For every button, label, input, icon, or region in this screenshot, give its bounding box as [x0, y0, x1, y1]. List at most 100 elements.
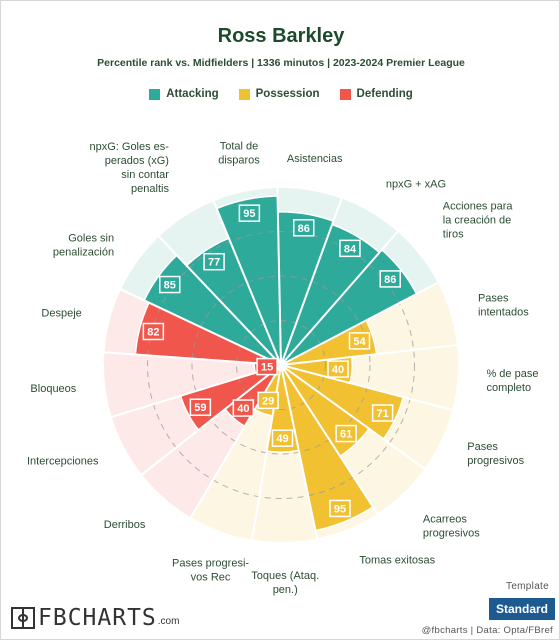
category-label: Despeje: [41, 308, 81, 320]
category-label: npxG: Goles es-perados (xG) sin contar pen…: [89, 141, 169, 195]
brand-suffix: .com: [157, 616, 180, 627]
value-label-box: [203, 252, 225, 271]
category-label-line: intentados: [478, 307, 529, 319]
value-label: 29: [262, 395, 274, 407]
category-label-line: vos Rec: [191, 572, 231, 584]
category-label: Intercepciones: [27, 456, 99, 468]
sector-divider: [276, 187, 282, 366]
category-label-line: Derribos: [104, 519, 146, 531]
category-label-line: pen.): [273, 584, 298, 596]
value-label: 84: [344, 243, 357, 255]
sector-divider: [189, 364, 282, 519]
category-label-line: Toques (Ataq.: [251, 570, 319, 582]
brand-logo: FBCHARTS .com: [11, 605, 180, 631]
value-label-box: [232, 399, 255, 417]
category-label: Acarreos progresivos: [423, 513, 480, 539]
category-label: Derribos: [104, 519, 146, 531]
value-label: 77: [208, 257, 220, 269]
category-label: Toques (Ataq. pen.): [251, 570, 319, 596]
value-label: 61: [340, 429, 352, 441]
sector-divider: [212, 199, 282, 366]
sector-divider: [280, 230, 399, 366]
category-label-line: sin contar: [121, 169, 169, 181]
value-label: 82: [147, 327, 159, 339]
legend-swatch-possession: [238, 88, 250, 100]
category-label-line: Acarreos: [423, 513, 468, 525]
value-label: 71: [376, 408, 388, 420]
category-label: Pases progresivos: [467, 441, 524, 467]
chart-subtitle: Percentile rank vs. Midfielders | 1336 m…: [97, 57, 465, 69]
category-label-line: Goles sin: [68, 232, 114, 244]
value-label-box: [329, 499, 351, 518]
sector-divider: [157, 235, 282, 366]
category-label-line: progresivos: [423, 527, 480, 539]
category-label-line: Asistencias: [287, 153, 343, 165]
category-label-line: Bloqueos: [30, 383, 76, 395]
category-label-line: Total de: [220, 140, 259, 152]
grid-ring: [147, 231, 415, 499]
legend-item-defending: Defending: [339, 88, 413, 100]
category-label: Pases progresi-vos Rec: [172, 558, 249, 584]
category-label: Bloqueos: [30, 383, 76, 395]
value-label: 95: [334, 503, 346, 515]
value-label: 95: [243, 208, 255, 220]
category-label: Goles sin penalización: [53, 232, 114, 258]
sector-divider: [103, 351, 282, 366]
value-label: 49: [276, 433, 288, 445]
category-label-line: % de pase: [486, 368, 538, 380]
category-label-line: penalización: [53, 246, 114, 258]
category-label-line: Pases progresi-: [172, 558, 249, 570]
legend-swatch-defending: [339, 88, 351, 100]
category-label: Pases intentados: [478, 293, 529, 319]
value-label-box: [256, 357, 278, 376]
value-label: 40: [332, 364, 344, 376]
value-label-box: [371, 404, 394, 422]
category-label-line: npxG: Goles es-: [89, 141, 169, 153]
value-label: 54: [353, 336, 366, 348]
template-button[interactable]: Standard: [489, 598, 555, 620]
legend-label-possession: Possession: [255, 88, 320, 100]
value-label-box: [238, 204, 261, 222]
category-label-line: Acciones para: [443, 201, 514, 213]
category-label-line: la creación de: [443, 215, 512, 227]
category-label: Asistencias: [287, 153, 343, 165]
category-label: npxG + xAG: [386, 179, 446, 191]
legend-item-attacking: Attacking: [149, 88, 219, 100]
category-label-line: Tomas exitosas: [359, 555, 435, 567]
sector-divider: [280, 364, 454, 412]
brand-name: FBCHARTS: [38, 605, 157, 631]
category-label-line: disparos: [218, 154, 260, 166]
legend-item-possession: Possession: [238, 88, 320, 100]
value-label-box: [189, 398, 212, 416]
grid-ring: [191, 275, 371, 455]
value-label-box: [379, 270, 401, 288]
value-label: 85: [164, 280, 176, 292]
value-label-box: [257, 391, 279, 410]
legend-swatch-attacking: [149, 88, 161, 100]
value-label-box: [348, 332, 371, 350]
category-label-line: penaltis: [131, 183, 169, 195]
value-label-box: [339, 239, 361, 258]
value-label: 15: [261, 362, 273, 374]
sector-divider: [280, 364, 426, 471]
category-label: % de pase completo: [486, 368, 538, 394]
sector-divider: [140, 364, 282, 476]
category-label: Tomas exitosas: [359, 555, 435, 567]
sector-divider: [280, 197, 343, 366]
category-label-line: progresivos: [467, 455, 524, 467]
value-label-box: [335, 424, 357, 443]
category-label-line: Pases: [478, 293, 509, 305]
legend: Attacking Possession Defending: [1, 88, 560, 100]
category-label-line: Intercepciones: [27, 456, 99, 468]
pitch-icon: [11, 607, 35, 629]
value-label-box: [292, 219, 315, 237]
value-label: 86: [298, 223, 310, 235]
value-label: 40: [237, 403, 249, 415]
value-label-box: [159, 275, 181, 294]
value-label-box: [327, 360, 349, 378]
category-label-line: npxG + xAG: [386, 179, 446, 191]
sector-divider: [110, 364, 282, 419]
category-label-line: perados (xG): [105, 155, 169, 167]
legend-label-attacking: Attacking: [166, 88, 219, 100]
